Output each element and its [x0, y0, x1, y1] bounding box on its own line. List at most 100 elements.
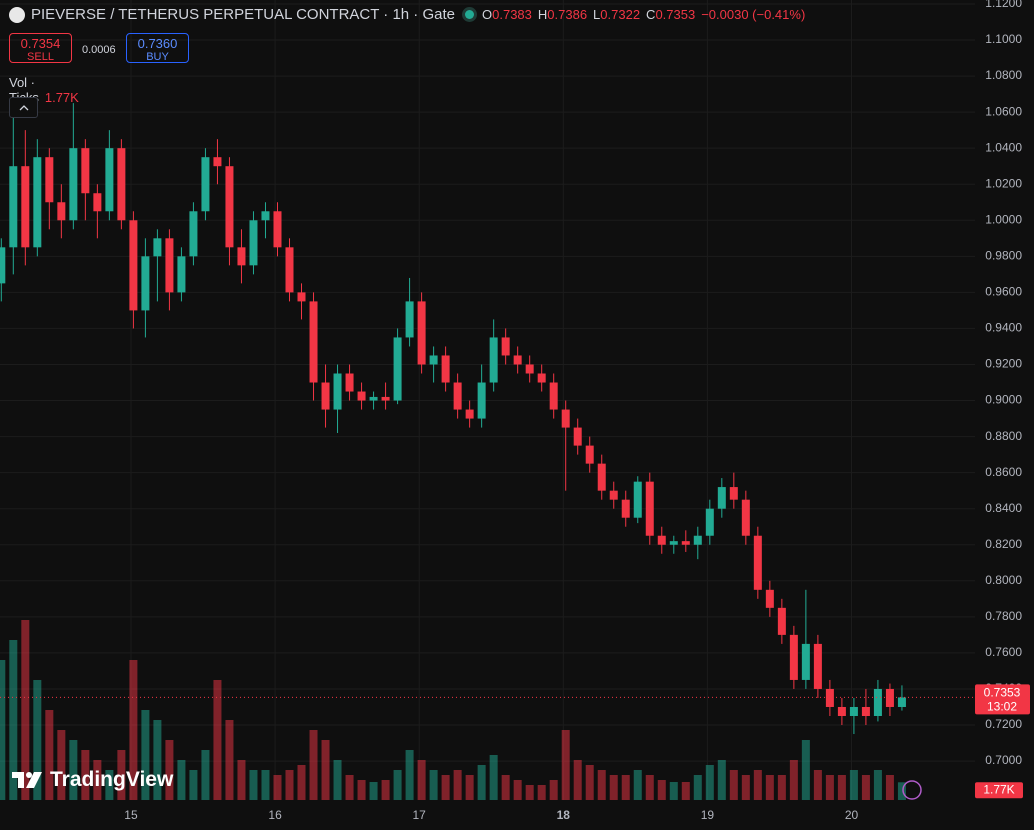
volume-bar	[177, 760, 186, 800]
volume-bar	[777, 775, 786, 800]
candle-body	[225, 166, 234, 248]
x-tick-label: 20	[845, 808, 859, 822]
ohlc-value: 0.7322	[600, 7, 641, 22]
volume-bar	[693, 775, 702, 800]
candle-body	[117, 148, 126, 221]
volume-bar	[549, 780, 558, 800]
volume-bar	[705, 765, 714, 800]
candle-body	[501, 337, 510, 356]
alert-icon	[902, 780, 922, 800]
candle-body	[105, 148, 114, 212]
ohlc-low: L0.7322	[593, 7, 640, 22]
watermark: TradingView	[12, 768, 173, 792]
chart-title: PIEVERSE / TETHERUS PERPETUAL CONTRACT ·…	[31, 6, 455, 23]
volume-bar	[621, 775, 630, 800]
ohlc-key: H	[537, 7, 548, 22]
candle-body	[33, 157, 42, 248]
candle-body	[381, 396, 390, 401]
volume-bar	[633, 770, 642, 800]
candle-body	[333, 373, 342, 410]
volume-bar	[681, 782, 690, 800]
ohlc-open: O0.7383	[482, 7, 532, 22]
candle-body	[285, 247, 294, 293]
watermark-logo	[12, 772, 42, 788]
y-tick-label: 0.7200	[985, 717, 1022, 731]
last-price-label: 0.7353	[984, 686, 1021, 700]
y-tick-label: 0.7600	[985, 645, 1022, 659]
candle-body	[513, 355, 522, 365]
volume-bar	[393, 770, 402, 800]
candle-body	[189, 211, 198, 257]
volume-bar	[861, 775, 870, 800]
volume-bar	[657, 780, 666, 800]
volume-bar	[249, 770, 258, 800]
volume-bar	[45, 710, 54, 800]
candle-body	[657, 535, 666, 545]
candle-body	[249, 220, 258, 266]
candle-body	[597, 463, 606, 491]
y-tick-label: 1.0600	[985, 104, 1022, 118]
candle-body	[549, 382, 558, 410]
volume-bar	[465, 775, 474, 800]
candle-body	[669, 541, 678, 545]
x-tick-label: 16	[268, 808, 282, 822]
candle-body	[393, 337, 402, 401]
price-change: −0.0030 (−0.41%)	[701, 7, 806, 22]
volume-bar	[501, 775, 510, 800]
volume-bar	[321, 740, 330, 800]
candle-body	[633, 481, 642, 518]
volume-bar	[33, 680, 42, 800]
candle-body	[837, 706, 846, 716]
ohlc-key: C	[646, 7, 656, 22]
volume-value-box	[975, 782, 1023, 799]
volume-bar	[9, 640, 18, 800]
volume-bar	[21, 620, 30, 800]
volume-bar	[537, 785, 546, 800]
buy-button[interactable]: 0.7360 BUY	[126, 33, 189, 63]
y-tick-label: 0.7800	[985, 609, 1022, 623]
ohlc-value: 0.7353	[655, 7, 696, 22]
y-tick-label: 1.0400	[985, 140, 1022, 154]
y-tick-label: 0.7000	[985, 753, 1022, 767]
candle-body	[441, 355, 450, 383]
volume-bar	[561, 730, 570, 800]
ohlc-value: 0.7383	[492, 7, 532, 22]
volume-bar	[345, 775, 354, 800]
candle-body	[237, 247, 246, 266]
volume-bar	[93, 760, 102, 800]
collapse-button[interactable]	[9, 97, 38, 118]
volume-bar	[525, 785, 534, 800]
volume-bar	[489, 755, 498, 800]
volume-bar	[153, 720, 162, 800]
volume-bar	[57, 730, 66, 800]
candle-body	[729, 487, 738, 500]
candle-body	[273, 211, 282, 248]
candle-body	[609, 490, 618, 500]
candle-body	[141, 256, 150, 311]
y-tick-label: 1.1000	[985, 32, 1022, 46]
volume-bar	[285, 770, 294, 800]
candle-body	[369, 396, 378, 401]
candle-body	[705, 508, 714, 536]
volume-bar	[297, 765, 306, 800]
volume-bar	[0, 660, 6, 800]
candle-body	[0, 247, 6, 284]
candle-body	[693, 535, 702, 545]
y-tick-label: 1.1200	[985, 0, 1022, 10]
candle-body	[297, 292, 306, 302]
candle-body	[573, 427, 582, 446]
volume-bar	[597, 770, 606, 800]
candle-body	[585, 445, 594, 464]
sell-button[interactable]: 0.7354 SELL	[9, 33, 72, 63]
candle-body	[561, 409, 570, 428]
volume-bar	[513, 780, 522, 800]
ohlc-key: L	[593, 7, 601, 22]
candle-body	[213, 157, 222, 167]
y-tick-label: 0.9800	[985, 249, 1022, 263]
candle-body	[717, 487, 726, 509]
volume-bar	[729, 770, 738, 800]
countdown-label: 13:02	[987, 700, 1017, 714]
volume-bar	[477, 765, 486, 800]
volume-bar	[897, 782, 906, 800]
candle-body	[45, 157, 54, 203]
